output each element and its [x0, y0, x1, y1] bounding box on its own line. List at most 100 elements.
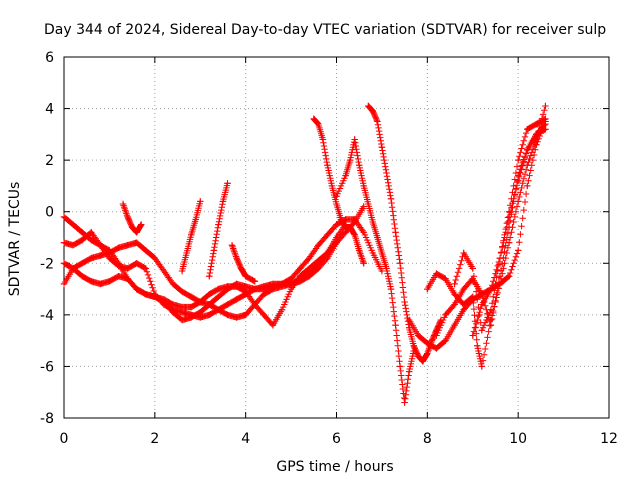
data-point: [187, 293, 195, 301]
data-point: [224, 301, 231, 308]
data-point: [206, 272, 213, 280]
data-point: [442, 311, 449, 319]
data-point: [478, 291, 486, 298]
data-point: [192, 216, 199, 223]
data-point: [365, 102, 372, 110]
data-point: [424, 340, 431, 347]
data-point: [383, 169, 390, 177]
data-point: [328, 182, 336, 190]
data-point: [151, 291, 159, 298]
data-point: [333, 193, 340, 200]
data-point: [524, 126, 531, 133]
data-point: [142, 265, 149, 272]
data-point: [360, 260, 367, 267]
y-tick-label: -6: [40, 359, 54, 375]
data-point: [69, 221, 77, 228]
data-point: [88, 229, 95, 236]
x-tick-label: 10: [509, 431, 527, 447]
data-point: [233, 254, 240, 262]
chart-title: Day 344 of 2024, Sidereal Day-to-day VTE…: [44, 22, 606, 38]
data-point: [178, 288, 186, 295]
data-point: [460, 285, 467, 293]
data-point: [296, 265, 304, 272]
series-descent-3: [333, 136, 417, 406]
data-point: [128, 223, 136, 231]
data-point: [215, 221, 222, 228]
series-spike-c: [228, 242, 258, 285]
series-spike-b: [206, 180, 231, 280]
data-point: [401, 399, 408, 406]
data-point: [346, 223, 354, 231]
data-point: [233, 296, 240, 303]
data-point: [392, 229, 399, 236]
series-descent-2: [365, 102, 445, 365]
data-point: [378, 249, 386, 257]
data-point: [351, 136, 358, 143]
x-tick-label: 0: [60, 431, 69, 447]
x-tick-label: 12: [600, 431, 618, 447]
data-point: [138, 221, 145, 228]
data-point: [97, 242, 104, 249]
data-point: [487, 306, 495, 313]
data-point: [296, 278, 304, 285]
data-point: [60, 280, 68, 288]
data-point: [451, 301, 458, 308]
series-track-4: [60, 229, 340, 321]
data-point: [306, 272, 313, 280]
data-point: [333, 221, 340, 228]
axis-ticks: 0 2 4 6 8 10 12 -8 -6 -4 -2 0 2 4 6: [40, 50, 618, 447]
data-point: [478, 301, 486, 308]
data-point: [505, 239, 513, 246]
data-point: [424, 350, 431, 357]
data-point: [487, 285, 495, 293]
data-point: [97, 252, 104, 259]
data-point: [524, 146, 531, 154]
series-spike-a: [178, 198, 204, 275]
data-point: [260, 311, 268, 319]
data-point: [351, 231, 358, 239]
x-tick-label: 4: [241, 431, 250, 447]
data-point: [451, 280, 458, 288]
data-point: [215, 306, 222, 313]
data-point: [451, 291, 458, 298]
data-point: [78, 272, 86, 280]
data-point: [365, 200, 372, 208]
data-point: [183, 249, 190, 257]
data-point: [224, 180, 231, 187]
data-point: [169, 280, 177, 288]
data-point: [433, 345, 440, 352]
data-point: [442, 337, 449, 344]
data-point: [169, 306, 177, 313]
data-point: [115, 272, 122, 280]
data-point: [197, 198, 204, 205]
data-point: [260, 283, 268, 290]
data-point: [374, 234, 381, 241]
data-point: [315, 120, 322, 128]
data-point: [387, 285, 395, 293]
data-point: [319, 136, 327, 143]
data-point: [369, 107, 377, 115]
data-point: [88, 236, 95, 244]
data-point: [442, 275, 449, 282]
data-point: [119, 200, 127, 208]
data-point: [206, 291, 213, 298]
data-point: [415, 352, 422, 360]
data-point: [251, 285, 258, 293]
y-tick-label: -2: [40, 256, 54, 272]
data-point: [69, 265, 77, 272]
series-recovery-5: [469, 126, 549, 339]
data-point: [496, 272, 504, 280]
data-point: [374, 118, 381, 125]
data-point: [242, 283, 249, 290]
data-point: [451, 321, 458, 329]
data-point: [415, 332, 422, 339]
data-point: [419, 358, 426, 365]
data-point: [474, 342, 481, 349]
data-point: [542, 115, 549, 123]
data-point: [60, 260, 68, 267]
data-point: [396, 260, 404, 267]
y-tick-label: 2: [45, 153, 54, 169]
data-point: [115, 262, 122, 270]
data-point: [351, 216, 358, 223]
